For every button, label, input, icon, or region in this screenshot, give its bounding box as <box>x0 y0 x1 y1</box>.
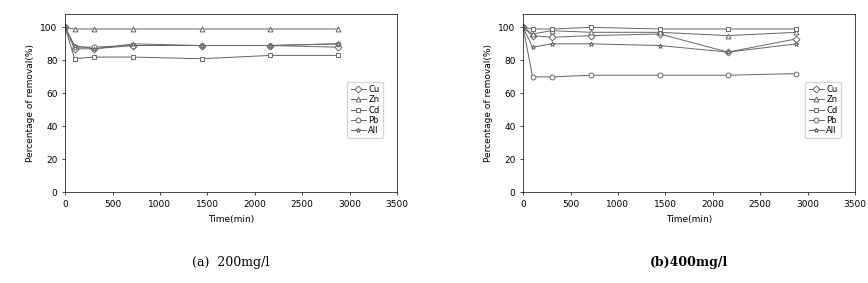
All <box>791 42 801 46</box>
Zn <box>333 27 344 31</box>
Pb <box>586 74 596 77</box>
Zn <box>586 31 596 34</box>
All <box>586 42 596 46</box>
All <box>265 44 275 47</box>
Pb <box>546 75 556 79</box>
Cd <box>89 55 99 59</box>
Pb <box>69 46 80 49</box>
Pb <box>654 74 665 77</box>
Text: (a)  200mg/l: (a) 200mg/l <box>193 256 270 269</box>
Cd <box>196 57 207 61</box>
Zn <box>60 26 70 29</box>
Zn <box>546 29 556 32</box>
Pb <box>333 42 344 46</box>
Cu <box>333 46 344 49</box>
Cu <box>654 32 665 36</box>
X-axis label: Time(min): Time(min) <box>666 215 712 224</box>
Cd <box>518 26 529 29</box>
Line: Pb: Pb <box>521 25 799 79</box>
Cu <box>89 47 99 50</box>
Pb <box>128 44 139 47</box>
Pb <box>723 74 733 77</box>
Cd <box>69 57 80 61</box>
Line: Cu: Cu <box>521 25 799 55</box>
Zn <box>654 31 665 34</box>
Pb <box>89 46 99 49</box>
Zn <box>265 27 275 31</box>
Cu <box>60 26 70 29</box>
All <box>89 47 99 50</box>
Line: Pb: Pb <box>62 25 340 50</box>
Line: Cd: Cd <box>62 25 340 61</box>
Cu <box>528 34 538 37</box>
Legend: Cu, Zn, Cd, Pb, All: Cu, Zn, Cd, Pb, All <box>806 82 841 138</box>
Line: Zn: Zn <box>62 25 340 31</box>
All <box>654 44 665 47</box>
Line: Cu: Cu <box>62 25 340 51</box>
Cu <box>69 47 80 50</box>
Cu <box>723 50 733 54</box>
Zn <box>69 27 80 31</box>
Y-axis label: Percentage of removal(%): Percentage of removal(%) <box>483 44 493 162</box>
Pb <box>196 44 207 47</box>
Line: Cd: Cd <box>521 25 799 31</box>
Cd <box>723 27 733 31</box>
Cu <box>546 36 556 39</box>
Cd <box>528 27 538 31</box>
Line: All: All <box>521 25 799 55</box>
Legend: Cu, Zn, Cd, Pb, All: Cu, Zn, Cd, Pb, All <box>347 82 383 138</box>
All <box>60 26 70 29</box>
Line: Zn: Zn <box>521 25 799 38</box>
All <box>196 44 207 47</box>
Pb <box>265 44 275 47</box>
Pb <box>528 75 538 79</box>
Zn <box>528 32 538 36</box>
All <box>528 46 538 49</box>
Text: (b)400mg/l: (b)400mg/l <box>650 256 728 269</box>
Pb <box>518 26 529 29</box>
Line: All: All <box>62 25 340 51</box>
Cu <box>265 44 275 47</box>
Zn <box>791 31 801 34</box>
Cd <box>60 26 70 29</box>
Cd <box>265 54 275 57</box>
All <box>128 42 139 46</box>
All <box>723 50 733 54</box>
X-axis label: Time(min): Time(min) <box>208 215 254 224</box>
Cu <box>518 26 529 29</box>
Cu <box>128 44 139 47</box>
Cd <box>586 26 596 29</box>
Cd <box>546 27 556 31</box>
Cu <box>586 34 596 37</box>
Zn <box>723 34 733 37</box>
Cu <box>196 44 207 47</box>
All <box>546 42 556 46</box>
Pb <box>60 26 70 29</box>
Pb <box>791 72 801 75</box>
Zn <box>128 27 139 31</box>
All <box>69 44 80 47</box>
Cd <box>654 27 665 31</box>
Y-axis label: Percentage of removal(%): Percentage of removal(%) <box>26 44 35 162</box>
Zn <box>196 27 207 31</box>
Cu <box>791 37 801 41</box>
Zn <box>518 26 529 29</box>
All <box>333 42 344 46</box>
Zn <box>89 27 99 31</box>
All <box>518 26 529 29</box>
Cd <box>333 54 344 57</box>
Cd <box>791 27 801 31</box>
Cd <box>128 55 139 59</box>
